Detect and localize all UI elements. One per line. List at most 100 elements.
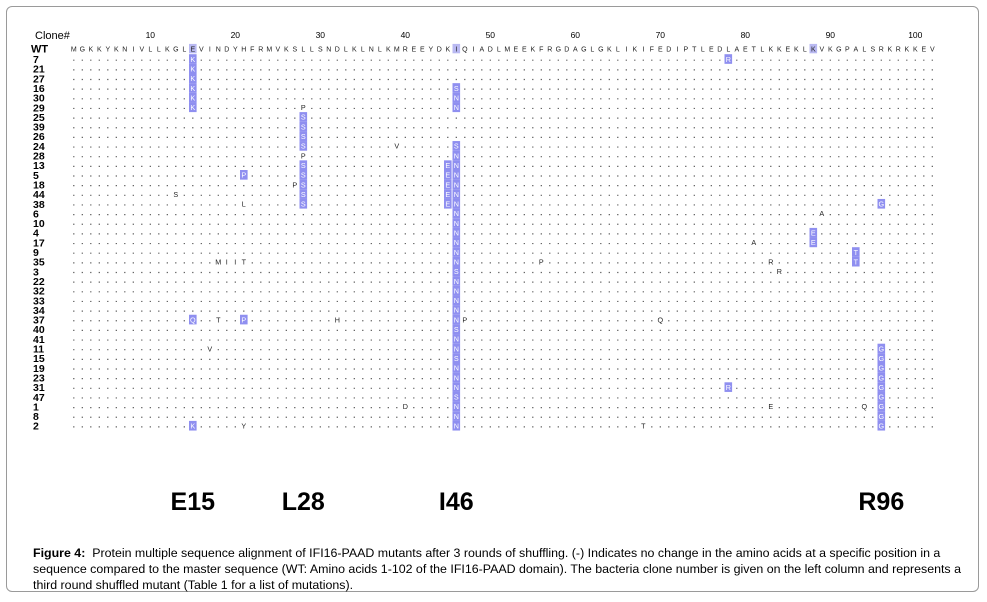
mutation-highlight	[452, 227, 461, 238]
unchanged-residue-dots	[73, 204, 933, 206]
mutation-highlight	[189, 83, 197, 93]
mutation-residue: G	[879, 344, 885, 353]
mutation-highlight	[452, 295, 461, 306]
unchanged-residue-dots	[73, 252, 933, 254]
unchanged-residue-dots	[73, 194, 933, 196]
wt-residue: K	[887, 47, 892, 54]
wt-residue: V	[199, 47, 204, 54]
mutation-highlight	[877, 353, 886, 363]
unchanged-residue-dots	[73, 310, 933, 312]
ruler-tick-label: 10	[146, 30, 156, 40]
hotspot-label: R96	[858, 488, 904, 516]
mutation-residue: K	[190, 93, 195, 102]
mutation-residue: N	[454, 190, 459, 199]
mutation-residue: N	[454, 286, 459, 295]
wt-residue: T	[752, 47, 757, 54]
wt-residue: R	[879, 47, 884, 54]
mutation-highlight	[444, 179, 452, 190]
clone-label: 37	[33, 315, 45, 327]
mutation-residue: P	[241, 171, 246, 180]
wt-residue: G	[836, 47, 841, 54]
ruler-tick-label: 50	[486, 30, 496, 40]
clone-label: 33	[33, 295, 45, 307]
mutation-residue: D	[403, 402, 408, 411]
mutation-residue: N	[454, 277, 459, 286]
mutation-residue: E	[445, 180, 450, 189]
ruler-tick-label: 80	[741, 30, 751, 40]
ruler-tick-label: 60	[571, 30, 581, 40]
wt-highlight	[809, 43, 818, 54]
unchanged-residue-dots	[73, 98, 933, 100]
unchanged-residue-dots	[73, 136, 933, 138]
mutation-residue: K	[190, 84, 195, 93]
wt-residue: I	[455, 47, 457, 54]
wt-residue: K	[777, 47, 782, 54]
wt-residue: A	[479, 47, 484, 54]
clone-label: 7	[33, 54, 39, 66]
mutation-residue: I	[226, 257, 228, 266]
wt-residue: D	[564, 47, 569, 54]
wt-residue: E	[743, 47, 748, 54]
mutation-residue: S	[301, 113, 306, 122]
wt-residue: D	[488, 47, 493, 54]
wt-residue: L	[726, 47, 730, 54]
mutation-highlight	[452, 218, 461, 228]
wt-residue: M	[71, 47, 77, 54]
mutation-residue: N	[454, 306, 459, 315]
clone-label: 11	[33, 344, 44, 356]
mutation-residue: Q	[190, 315, 196, 324]
mutation-residue: G	[879, 383, 885, 392]
wt-residue: K	[530, 47, 535, 54]
wt-residue: L	[378, 47, 382, 54]
wt-highlight	[452, 43, 461, 54]
wt-residue: I	[676, 47, 678, 54]
mutation-highlight	[452, 179, 461, 190]
mutation-highlight	[452, 372, 461, 383]
mutation-highlight	[452, 247, 461, 257]
wt-residue: I	[209, 47, 211, 54]
hotspot-label: L28	[282, 488, 325, 516]
mutation-residue: S	[301, 132, 306, 141]
clone-label: 44	[33, 189, 45, 201]
mutation-highlight	[452, 411, 461, 421]
mutation-residue: S	[301, 190, 306, 199]
wt-residue: E	[513, 47, 518, 54]
mutation-highlight	[452, 266, 461, 277]
mutation-highlight	[877, 401, 886, 412]
wt-residue: D	[437, 47, 442, 54]
unchanged-residue-dots	[73, 358, 933, 360]
mutation-highlight	[452, 237, 461, 248]
mutation-residue: N	[454, 335, 459, 344]
unchanged-residue-dots	[73, 320, 933, 322]
wt-residue: R	[403, 47, 408, 54]
mutation-residue: N	[454, 200, 459, 209]
wt-residue: G	[598, 47, 603, 54]
wt-residue: E	[522, 47, 527, 54]
mutation-highlight	[189, 73, 197, 84]
clone-label: 1	[33, 401, 39, 413]
mutation-residue: E	[445, 171, 450, 180]
wt-residue: L	[803, 47, 807, 54]
wt-residue: K	[794, 47, 799, 54]
mutation-residue: L	[242, 200, 246, 209]
wt-residue: L	[157, 47, 161, 54]
unchanged-residue-dots	[73, 59, 933, 61]
mutation-residue: G	[879, 200, 885, 209]
mutation-highlight	[240, 170, 248, 180]
mutation-residue: S	[454, 142, 459, 151]
mutation-residue: T	[854, 257, 859, 266]
mutation-residue: S	[301, 171, 306, 180]
wt-residue: L	[497, 47, 501, 54]
mutation-residue: N	[454, 219, 459, 228]
ruler-tick-label: 20	[231, 30, 241, 40]
clone-label: 18	[33, 179, 45, 191]
clone-label: 29	[33, 102, 45, 114]
mutation-residue: S	[173, 190, 178, 199]
mutation-residue: T	[242, 257, 247, 266]
mutation-residue: N	[454, 93, 459, 102]
mutation-highlight	[724, 382, 733, 392]
unchanged-residue-dots	[73, 175, 933, 177]
unchanged-residue-dots	[73, 117, 933, 119]
mutation-highlight	[189, 63, 197, 74]
wt-residue: F	[650, 47, 654, 54]
